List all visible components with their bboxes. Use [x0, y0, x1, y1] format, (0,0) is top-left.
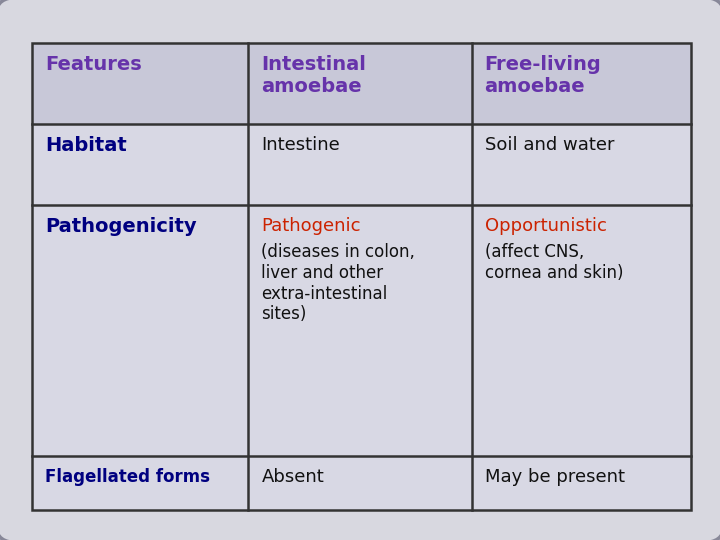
- Bar: [472, 124, 691, 205]
- Text: May be present: May be present: [485, 468, 624, 486]
- Bar: [472, 456, 691, 510]
- Bar: [248, 456, 472, 510]
- Bar: [472, 205, 691, 456]
- Text: Pathogenicity: Pathogenicity: [45, 217, 197, 236]
- Text: Intestine: Intestine: [261, 136, 340, 154]
- Bar: [32, 43, 691, 510]
- Text: Free-living
amoebae: Free-living amoebae: [485, 55, 601, 96]
- Text: (affect CNS,
cornea and skin): (affect CNS, cornea and skin): [485, 243, 623, 282]
- Bar: [248, 124, 472, 205]
- Text: Intestinal
amoebae: Intestinal amoebae: [261, 55, 366, 96]
- Text: Absent: Absent: [261, 468, 324, 486]
- Text: Soil and water: Soil and water: [485, 136, 614, 154]
- Bar: [32, 456, 248, 510]
- Bar: [32, 124, 248, 205]
- Bar: [472, 43, 691, 124]
- Text: (diseases in colon,
liver and other
extra-intestinal
sites): (diseases in colon, liver and other extr…: [261, 243, 415, 323]
- Text: Pathogenic: Pathogenic: [261, 217, 361, 235]
- Text: Flagellated forms: Flagellated forms: [45, 468, 210, 486]
- Text: Habitat: Habitat: [45, 136, 127, 155]
- Bar: [248, 43, 472, 124]
- Text: Opportunistic: Opportunistic: [485, 217, 606, 235]
- Bar: [32, 205, 248, 456]
- Bar: [248, 205, 472, 456]
- Bar: [32, 43, 248, 124]
- Text: Features: Features: [45, 55, 142, 74]
